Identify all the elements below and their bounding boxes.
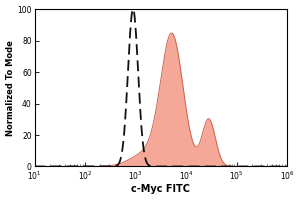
Y-axis label: Normalized To Mode: Normalized To Mode bbox=[6, 40, 15, 136]
X-axis label: c-Myc FITC: c-Myc FITC bbox=[131, 184, 190, 194]
